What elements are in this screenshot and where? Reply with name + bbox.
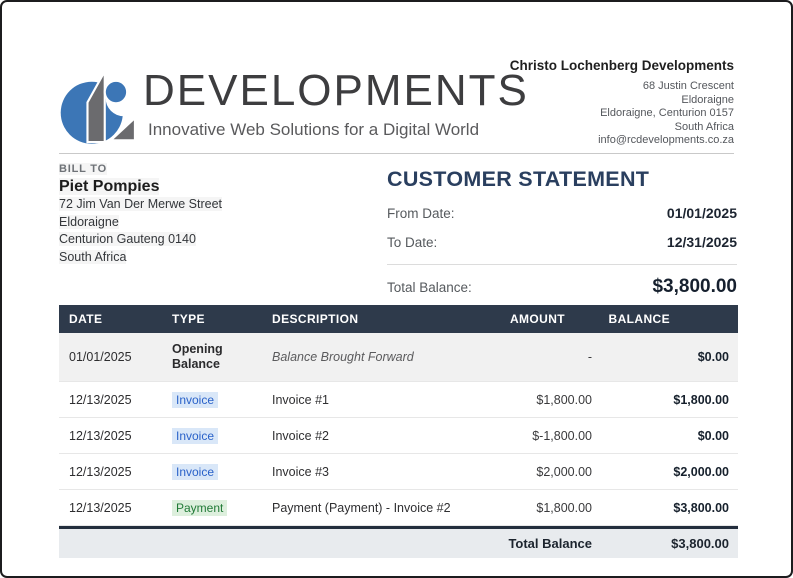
row-amount: - [587,350,592,364]
header-description: DESCRIPTION [272,312,359,326]
company-address-line: Eldoraigne [681,93,734,106]
header-date: DATE [69,312,103,326]
total-balance-value: $3,800.00 [652,276,737,297]
customer-address-line: South Africa [59,249,127,264]
header-type: TYPE [172,312,205,326]
header-balance: BALANCE [608,312,670,326]
bill-to-label: BILL TO [59,163,107,175]
footer-total-value: $3,800.00 [671,536,729,551]
row-type: Payment [162,499,264,517]
row-description: Payment (Payment) - Invoice #2 [272,500,451,515]
from-date-row: From Date: 01/01/2025 [387,205,737,221]
row-amount: $2,000.00 [536,464,592,479]
row-balance: $1,800.00 [673,392,729,407]
row-balance: $3,800.00 [673,500,729,515]
brand-tagline: Innovative Web Solutions for a Digital W… [148,120,480,139]
payment-badge: Payment [172,499,228,516]
row-type: Invoice [162,391,264,409]
footer-total-label: Total Balance [508,536,592,551]
row-date: 12/13/2025 [69,392,132,407]
statement-summary: CUSTOMER STATEMENT From Date: 01/01/2025… [387,167,737,298]
row-description: Balance Brought Forward [272,350,414,364]
to-date-label: To Date: [387,235,438,250]
invoice-badge: Invoice [172,463,219,480]
customer-address-line: Eldoraigne [59,214,119,229]
table-row: 01/01/2025 Opening Balance Balance Broug… [59,333,738,382]
table-header-row: DATE TYPE DESCRIPTION AMOUNT BALANCE [59,305,738,333]
table-row: 12/13/2025 Payment Payment (Payment) - I… [59,490,738,526]
invoice-badge: Invoice [172,391,219,408]
customer-address-line: Centurion Gauteng 0140 [59,232,196,246]
header-amount: AMOUNT [509,312,565,326]
row-type: Invoice [162,463,264,481]
page-title: CUSTOMER STATEMENT [387,167,650,191]
to-date-row: To Date: 12/31/2025 [387,234,737,250]
brand-wordmark: DEVELOPMENTS [143,66,529,115]
row-balance: $2,000.00 [673,464,729,479]
table-row: 12/13/2025 Invoice Invoice #2 $-1,800.00… [59,418,738,454]
row-amount: $1,800.00 [536,500,592,515]
table-footer-row: Total Balance $3,800.00 [59,526,738,558]
row-description: Invoice #1 [272,392,329,407]
row-type: Opening Balance [162,342,264,373]
header-divider [59,153,734,154]
table-row: 12/13/2025 Invoice Invoice #1 $1,800.00 … [59,382,738,418]
summary-divider [387,264,737,265]
company-address-line: Eldoraigne, Centurion 0157 [600,107,734,119]
table-row: 12/13/2025 Invoice Invoice #3 $2,000.00 … [59,454,738,490]
row-amount: $1,800.00 [536,392,592,407]
row-date: 12/13/2025 [69,500,132,515]
row-description: Invoice #3 [272,464,329,479]
from-date-value: 01/01/2025 [666,205,737,221]
company-name: Christo Lochenberg Developments [509,58,734,73]
total-balance-label: Total Balance: [387,280,472,295]
row-date: 12/13/2025 [69,428,132,443]
transactions-table: DATE TYPE DESCRIPTION AMOUNT BALANCE 01/… [59,305,738,558]
company-address-line: South Africa [674,120,734,133]
company-logo-icon [60,67,141,144]
to-date-value: 12/31/2025 [666,234,737,250]
total-balance-row: Total Balance: $3,800.00 [387,276,737,298]
opening-balance-type: Opening Balance [172,341,223,371]
row-balance: $0.00 [697,350,729,364]
company-info-block: Christo Lochenberg Developments 68 Justi… [414,58,734,148]
row-description: Invoice #2 [272,428,329,443]
invoice-badge: Invoice [172,427,219,444]
row-balance: $0.00 [697,428,729,443]
company-email: info@rcdevelopments.co.za [598,134,734,146]
company-address-line: 68 Justin Crescent [642,80,734,92]
table-body: 01/01/2025 Opening Balance Balance Broug… [59,333,738,526]
row-amount: $-1,800.00 [532,428,592,443]
from-date-label: From Date: [387,206,455,221]
row-date: 01/01/2025 [69,350,132,364]
row-type: Invoice [162,427,264,445]
row-date: 12/13/2025 [69,464,132,479]
customer-name: Piet Pompies [59,178,160,195]
customer-address-line: 72 Jim Van Der Merwe Street [59,197,223,211]
bill-to-block: BILL TO Piet Pompies 72 Jim Van Der Merw… [59,163,339,266]
